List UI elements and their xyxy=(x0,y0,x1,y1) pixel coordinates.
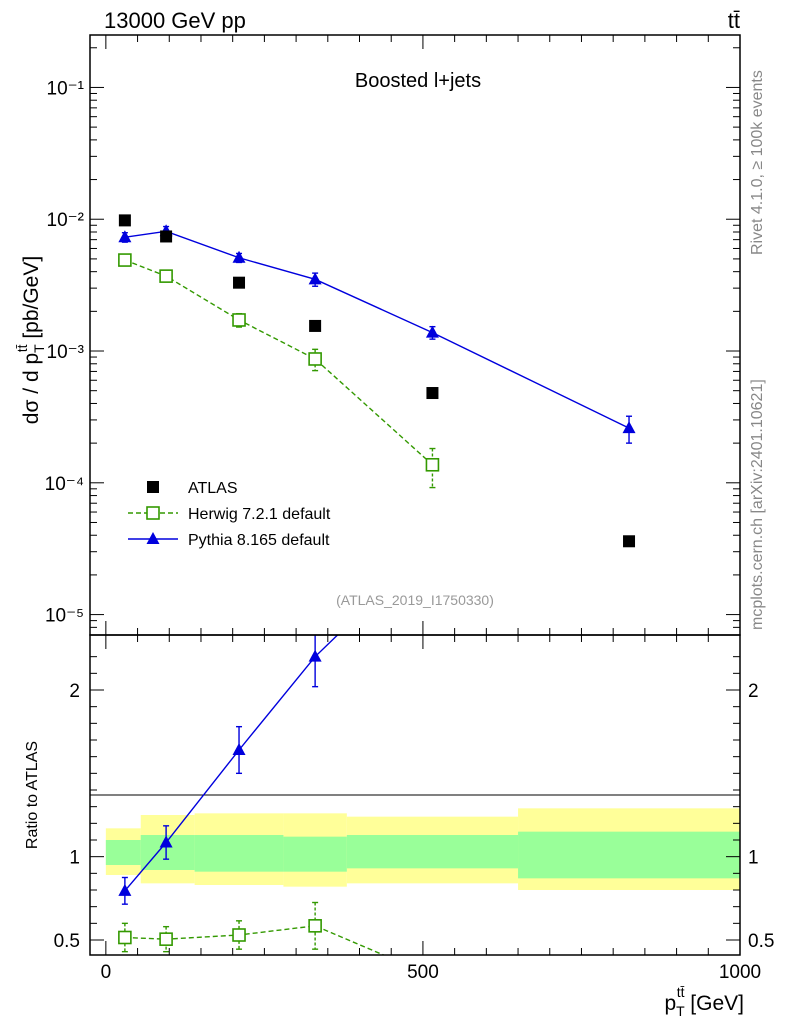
legend-marker xyxy=(147,481,159,493)
ratio-y-tick-label: 0.5 xyxy=(54,931,80,952)
ratio-pythia-point xyxy=(308,649,322,662)
rivet-label: Rivet 4.1.0, ≥ 100k events xyxy=(749,70,766,255)
ratio-y-axis-label: Ratio to ATLAS xyxy=(24,741,41,849)
main-herwig-point xyxy=(118,253,132,267)
main-pythia-point xyxy=(425,325,439,338)
reference-label: (ATLAS_2019_I1750330) xyxy=(336,592,494,608)
x-tick-label: 500 xyxy=(407,962,439,983)
main-herwig-point xyxy=(425,457,440,472)
ratio-herwig-point xyxy=(308,919,322,933)
main-pythia-point xyxy=(308,272,322,285)
x-tick-label: 0 xyxy=(101,962,112,983)
main-herwig-point xyxy=(232,313,246,327)
legend: ATLAS Herwig 7.2.1 default Pythia 8.165 de… xyxy=(128,480,331,549)
mcplots-label: mcplots.cern.ch [arXiv:2401.10621] xyxy=(749,379,766,630)
ratio-band-stat xyxy=(105,840,141,865)
y-axis-label: dσ / d pTtt̄ [pb/GeV] xyxy=(14,256,47,424)
y-tick-label: 10⁻¹ xyxy=(47,78,85,99)
main-pythia-point xyxy=(622,421,636,434)
ratio-pythia-point xyxy=(118,883,132,896)
ratio-band-stat xyxy=(346,835,519,869)
ratio-pythia-point xyxy=(159,835,173,848)
ratio-y-tick-label-right: 2 xyxy=(748,681,759,702)
main-atlas-point xyxy=(426,387,439,400)
legend-marker xyxy=(146,532,160,544)
x-tick-label: 1000 xyxy=(719,962,761,983)
main-pythia-point xyxy=(232,250,246,263)
y-tick-label: 10⁻⁴ xyxy=(45,474,84,495)
y-tick-label: 10⁻² xyxy=(47,210,85,231)
svg-text:dσ / d pTtt̄ [pb/GeV]: dσ / d pTtt̄ [pb/GeV] xyxy=(14,256,47,424)
ratio-band-stat xyxy=(518,831,740,879)
ratio-y-tick-label: 1 xyxy=(69,848,80,869)
main-atlas-point xyxy=(309,319,322,332)
ratio-herwig-point xyxy=(118,930,132,945)
legend-label: Pythia 8.165 default xyxy=(188,532,330,549)
plot-title: Boosted l+jets xyxy=(355,70,481,92)
main-herwig-line xyxy=(124,259,433,466)
main-atlas-point xyxy=(623,535,636,548)
y-tick-label: 10⁻⁵ xyxy=(45,606,84,627)
main-herwig-point xyxy=(159,269,173,283)
ratio-y-tick-label: 2 xyxy=(69,681,80,702)
main-herwig-point xyxy=(308,352,322,366)
ratio-pythia-point xyxy=(426,536,439,548)
legend-label: Herwig 7.2.1 default xyxy=(188,506,331,523)
ratio-pythia-point xyxy=(232,743,246,755)
ratio-band-stat xyxy=(283,836,347,872)
ratio-y-tick-label-right: 1 xyxy=(748,848,759,869)
main-atlas-point xyxy=(160,230,173,243)
ratio-y-tick-label-right: 0.5 xyxy=(748,931,774,952)
main-atlas-point xyxy=(233,276,246,289)
y-tick-label: 10⁻³ xyxy=(47,342,85,363)
ratio-band-stat xyxy=(194,835,284,872)
ratio-bands xyxy=(105,808,740,890)
ratio-panel-frame xyxy=(89,634,741,956)
x-axis-label: pTtt̄ [GeV] xyxy=(664,984,744,1019)
legend-marker xyxy=(146,506,160,520)
ratio-pythia-line xyxy=(124,635,339,892)
svg-text:pTtt̄ [GeV]: pTtt̄ [GeV] xyxy=(664,984,744,1019)
process-label: tt̄ xyxy=(728,8,740,33)
energy-label: 13000 GeV pp xyxy=(104,8,246,33)
ratio-herwig-point xyxy=(159,932,173,946)
ratio-herwig-point xyxy=(232,928,246,942)
legend-label: ATLAS xyxy=(188,480,238,497)
main-pythia-point xyxy=(118,230,132,243)
main-atlas-point xyxy=(118,214,131,227)
main-pythia-line xyxy=(124,230,630,429)
